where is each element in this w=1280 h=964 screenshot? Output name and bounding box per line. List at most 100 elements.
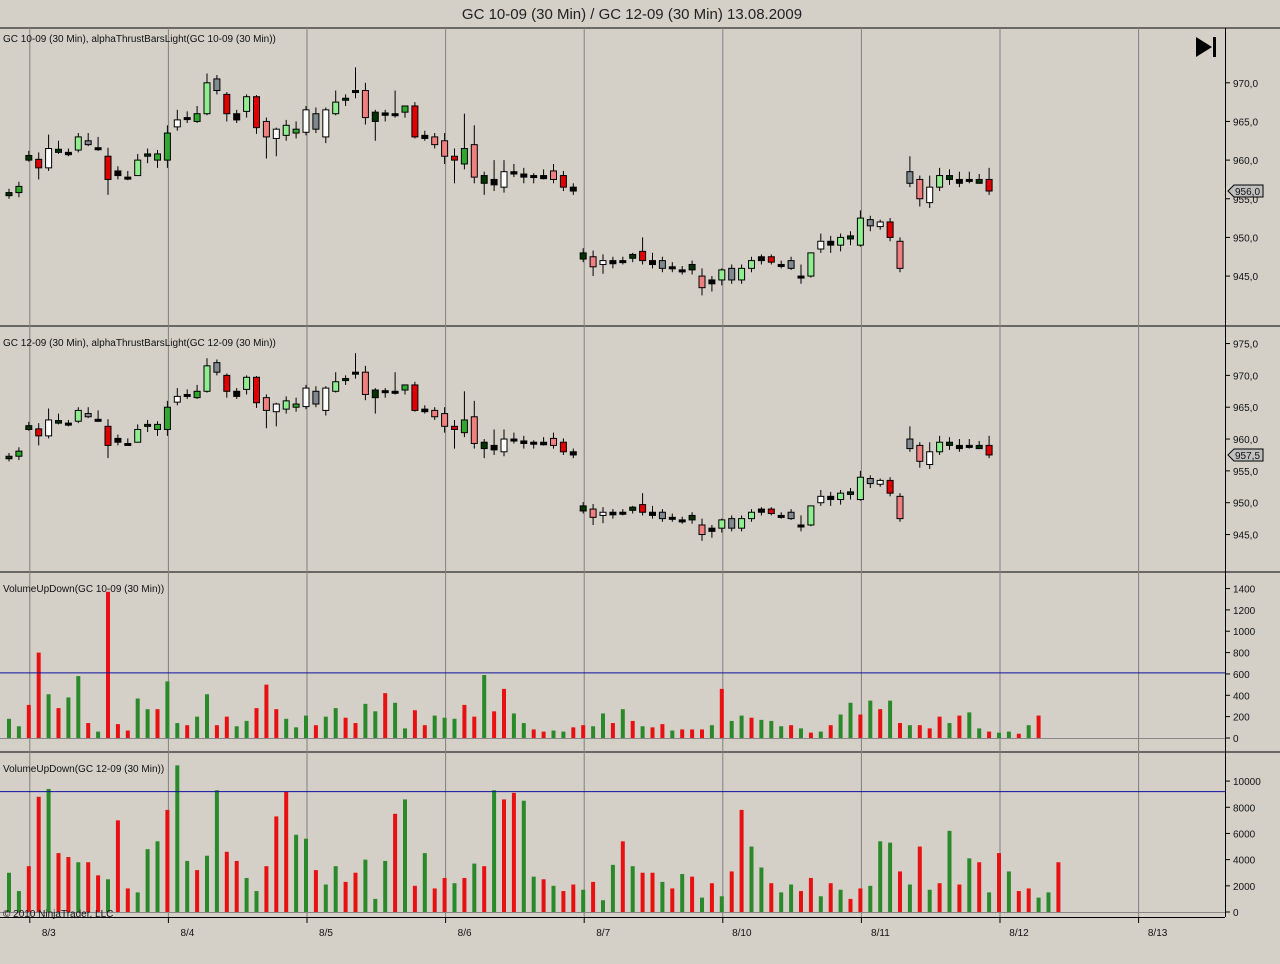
volume-bar bbox=[214, 790, 219, 912]
volume-bar bbox=[917, 725, 922, 738]
volume-bar bbox=[254, 708, 259, 738]
candle-body bbox=[589, 256, 597, 268]
volume-bar bbox=[343, 881, 348, 912]
volume-bar bbox=[393, 813, 398, 912]
candle-body bbox=[757, 256, 765, 262]
volume-bar bbox=[422, 853, 427, 912]
candle-body bbox=[936, 441, 944, 453]
y-tick-label: 965,0 bbox=[1233, 403, 1258, 414]
volume-bar bbox=[601, 900, 605, 912]
candle-body bbox=[451, 155, 458, 161]
volume-bar bbox=[502, 688, 506, 738]
candle-body bbox=[292, 128, 300, 134]
volume-bar bbox=[828, 883, 833, 912]
volume-bar bbox=[36, 796, 41, 912]
candle-body bbox=[559, 441, 567, 453]
candle-body bbox=[371, 111, 379, 122]
candle-body bbox=[649, 260, 656, 265]
candle-body bbox=[25, 425, 33, 430]
candle-body bbox=[688, 263, 696, 271]
volume-bar bbox=[234, 726, 239, 738]
candle-body bbox=[213, 78, 221, 92]
volume-bar bbox=[106, 879, 110, 912]
y-tick-label: 975,0 bbox=[1233, 340, 1258, 351]
candle-body bbox=[411, 105, 419, 138]
volume-bar bbox=[254, 891, 259, 912]
volume-bar bbox=[1036, 897, 1041, 912]
candle-body bbox=[965, 444, 973, 448]
candle-body bbox=[678, 269, 686, 273]
volume-bar bbox=[878, 841, 883, 912]
volume-bar bbox=[234, 860, 239, 912]
candle-body bbox=[946, 175, 953, 180]
candle-body bbox=[837, 236, 845, 246]
volume-bar bbox=[284, 791, 289, 912]
candle-body bbox=[688, 514, 696, 521]
volume-bar bbox=[482, 675, 487, 738]
candle-body bbox=[441, 413, 449, 427]
volume-bar bbox=[680, 729, 685, 738]
candle-body bbox=[876, 221, 884, 228]
candle-body bbox=[550, 170, 557, 180]
candle-body bbox=[243, 96, 251, 112]
volume-bar bbox=[145, 849, 150, 912]
volume-bar bbox=[581, 889, 586, 912]
candle-body bbox=[876, 479, 884, 485]
candle-body bbox=[35, 158, 43, 169]
candle-body bbox=[698, 524, 706, 536]
volume-bar bbox=[323, 884, 328, 912]
candle-body bbox=[807, 505, 815, 526]
volume-bar bbox=[670, 730, 675, 738]
volume-bar bbox=[274, 709, 279, 738]
candle-body bbox=[144, 423, 152, 427]
candle-body bbox=[718, 269, 726, 281]
y-tick-label: 1400 bbox=[1233, 585, 1256, 596]
volume-bar bbox=[561, 891, 566, 912]
volume-bar bbox=[927, 728, 932, 738]
volume-bar bbox=[799, 891, 803, 912]
candle-body bbox=[361, 371, 369, 395]
volume-bar bbox=[16, 891, 21, 912]
candle-body bbox=[173, 119, 181, 128]
candle-body bbox=[470, 416, 478, 444]
candle-body bbox=[639, 504, 647, 513]
candle-body bbox=[748, 260, 755, 269]
candle-body bbox=[342, 97, 350, 101]
volume-bar bbox=[977, 862, 982, 912]
volume-bar bbox=[947, 830, 952, 912]
candle-body bbox=[985, 178, 993, 192]
volume-bar bbox=[432, 888, 437, 912]
volume-bar bbox=[759, 719, 764, 738]
y-tick-label: 965,0 bbox=[1233, 117, 1258, 128]
candle-body bbox=[223, 93, 231, 115]
candle-body bbox=[114, 170, 122, 177]
candle-body bbox=[916, 178, 924, 200]
candle-body bbox=[332, 101, 340, 115]
candle-body bbox=[183, 117, 191, 121]
volume-bar bbox=[502, 799, 506, 912]
candle-body bbox=[728, 518, 736, 529]
candle-body bbox=[579, 252, 587, 260]
candle-body bbox=[559, 175, 567, 188]
volume-bar bbox=[76, 676, 81, 738]
candle-body bbox=[658, 260, 666, 269]
candle-body bbox=[470, 144, 478, 178]
candle-body bbox=[629, 253, 637, 259]
skip-to-end-icon[interactable] bbox=[1196, 37, 1216, 57]
candle-body bbox=[926, 451, 934, 466]
candle-body bbox=[500, 171, 508, 188]
candle-body bbox=[441, 140, 449, 157]
volume-bar bbox=[195, 716, 200, 738]
candle-body bbox=[104, 155, 112, 180]
y-tick-label: 6000 bbox=[1233, 829, 1256, 840]
volume-bar bbox=[442, 717, 447, 738]
volume-bar bbox=[452, 718, 457, 738]
volume-bar bbox=[739, 809, 744, 912]
volume-bar bbox=[205, 855, 209, 912]
volume-bar bbox=[492, 711, 497, 738]
volume-bar bbox=[591, 881, 596, 912]
candle-body bbox=[253, 376, 260, 404]
candle-body bbox=[272, 128, 280, 139]
volume-bar bbox=[709, 725, 714, 738]
candle-body bbox=[569, 451, 577, 456]
